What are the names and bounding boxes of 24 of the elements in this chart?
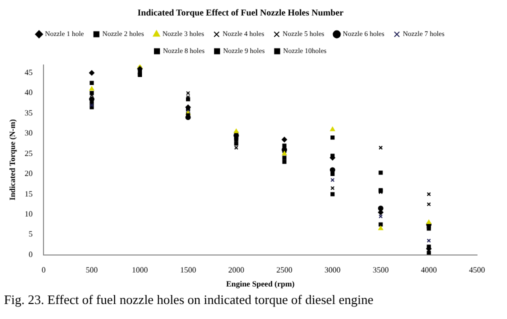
y-tick-label: 5: [28, 230, 33, 239]
x-axis-title: Engine Speed (rpm): [226, 279, 295, 288]
x-tick-label: 1500: [180, 266, 196, 275]
x-tick-label: 4000: [420, 266, 437, 275]
y-tick-label: 30: [24, 128, 33, 138]
y-axis-title: Indicated Torque (N-m): [8, 118, 17, 200]
y-tick-label: 40: [24, 88, 33, 98]
y-tick-label: 45: [24, 68, 33, 77]
x-tick-label: 4500: [469, 266, 485, 275]
y-tick-label: 15: [24, 189, 33, 198]
x-tick-label: 2500: [276, 266, 292, 275]
x-tick-label: 3000: [324, 266, 341, 275]
y-tick-label: 25: [24, 148, 33, 158]
x-tick-label: 1000: [132, 266, 148, 275]
chart-title: Indicated Torque Effect of Fuel Nozzle Holes Number: [137, 8, 344, 18]
y-tick-label: 10: [24, 209, 33, 218]
y-tick-label: 35: [24, 108, 33, 118]
x-tick-label: 0: [42, 266, 46, 275]
y-tick-label: 0: [28, 250, 33, 259]
x-tick-label: 2000: [228, 266, 244, 275]
caption: Fig. 23. Effect of fuel nozzle holes on indicated torque of diesel engine: [4, 292, 374, 308]
x-tick-label: 3500: [372, 266, 389, 275]
y-tick-label: 20: [24, 169, 33, 178]
x-tick-label: 500: [86, 266, 98, 275]
